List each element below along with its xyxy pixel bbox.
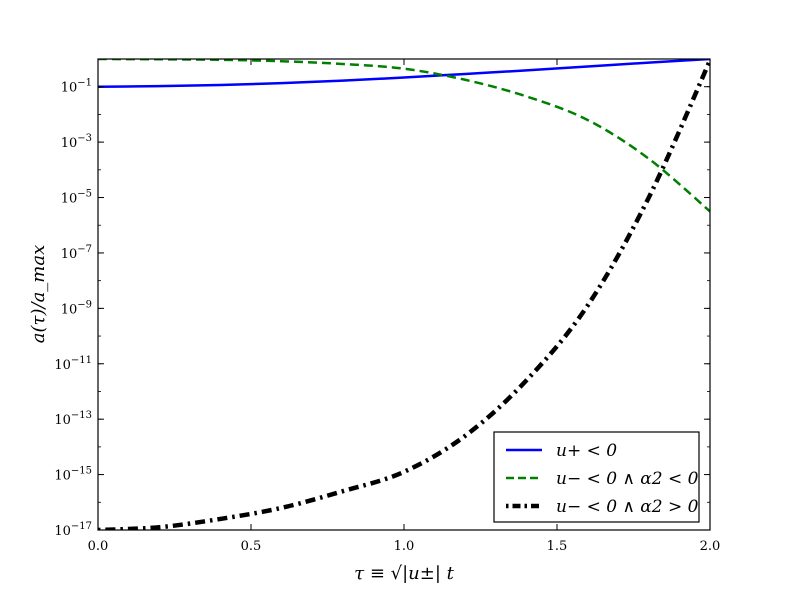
y-tick-label: 10−9 xyxy=(61,299,92,317)
legend-label-3: u− < 0 ∧ α2 > 0 xyxy=(556,497,699,517)
legend-box xyxy=(493,431,700,523)
y-tick-label: 10−3 xyxy=(61,133,92,151)
x-tick-label: 2.0 xyxy=(700,539,721,554)
x-tick-label: 1.0 xyxy=(394,539,415,554)
ticks-layer: 0.0 0.5 1.0 1.5 2.0 10−1 10−3 10−5 10−7 10−9 10−11… xyxy=(54,58,721,554)
legend-label-1: u+ < 0 xyxy=(556,441,617,461)
series-layer xyxy=(98,59,710,530)
legend-label-2: u− < 0 ∧ α2 < 0 xyxy=(556,469,699,489)
series-line-3 xyxy=(98,59,710,530)
y-tick-label: 10−7 xyxy=(61,244,92,262)
y-axis-label: a(τ)/a_max xyxy=(28,245,49,343)
x-axis-label: τ ≡ √|u±| t xyxy=(354,563,454,584)
y-tick-label: 10−15 xyxy=(54,466,92,484)
x-tick-label: 0.5 xyxy=(241,539,262,554)
y-tick-label: 10−5 xyxy=(61,189,92,207)
series-line-2 xyxy=(98,59,710,213)
y-tick-label: 10−11 xyxy=(54,355,92,373)
x-tick-label: 1.5 xyxy=(547,539,568,554)
series-line-1 xyxy=(98,59,710,88)
y-tick-label: 10−13 xyxy=(54,410,92,428)
y-tick-label: 10−1 xyxy=(61,78,92,96)
x-tick-label: 0.0 xyxy=(88,539,109,554)
legend: u+ < 0 u− < 0 ∧ α2 < 0 u− < 0 ∧ α2 > 0 xyxy=(493,431,700,523)
y-tick-label: 10−17 xyxy=(54,521,92,539)
